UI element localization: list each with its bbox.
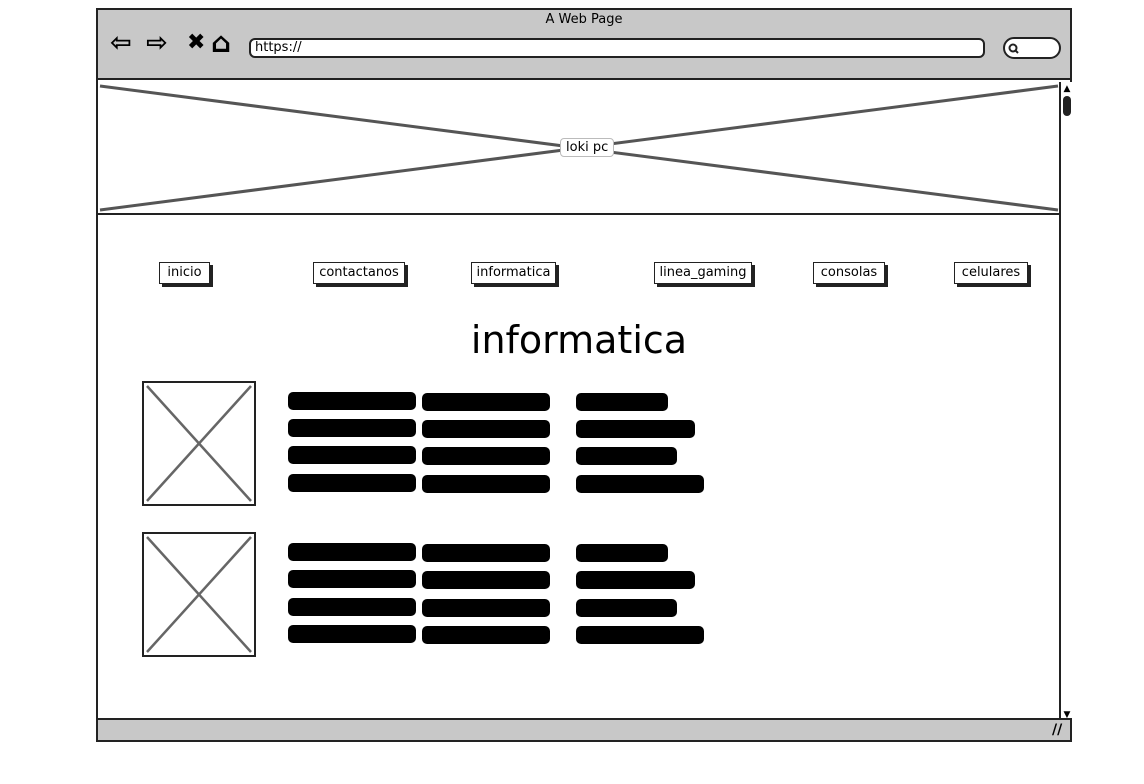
text-line-placeholder [288, 598, 416, 616]
text-line-placeholder [576, 571, 695, 589]
search-button[interactable] [1003, 37, 1061, 59]
text-line-placeholder [288, 474, 416, 492]
text-line-placeholder [288, 446, 416, 464]
menu-button-inicio[interactable]: inicio [159, 262, 210, 284]
product-image-placeholder [142, 381, 256, 506]
status-bar [96, 718, 1072, 742]
text-line-placeholder [576, 393, 668, 411]
menu-button-contactanos[interactable]: contactanos [313, 262, 405, 284]
arrow-left-icon[interactable]: ⇦ [110, 28, 132, 58]
text-line-placeholder [576, 420, 695, 438]
scroll-down-icon[interactable]: ▼ [1063, 710, 1071, 720]
banner-label: loki pc [560, 138, 615, 157]
product-image-placeholder [142, 532, 256, 657]
image-placeholder-icon [146, 385, 252, 502]
scroll-up-icon[interactable]: ▲ [1063, 84, 1071, 94]
text-line-placeholder [422, 626, 550, 644]
text-line-placeholder [422, 599, 550, 617]
text-line-placeholder [288, 625, 416, 643]
text-line-placeholder [422, 447, 550, 465]
text-line-placeholder [576, 626, 704, 644]
page-title: informatica [470, 318, 688, 362]
menu-button-informatica[interactable]: informatica [471, 262, 556, 284]
text-line-placeholder [288, 419, 416, 437]
menu-button-linea-gaming[interactable]: linea_gaming [654, 262, 752, 284]
menu-button-consolas[interactable]: consolas [813, 262, 885, 284]
text-line-placeholder [422, 420, 550, 438]
vertical-scrollbar[interactable] [1059, 82, 1073, 720]
text-line-placeholder [422, 571, 550, 589]
text-line-placeholder [422, 393, 550, 411]
window-title: A Web Page [545, 12, 623, 27]
arrow-right-icon[interactable]: ⇨ [146, 28, 168, 58]
scroll-thumb[interactable] [1063, 96, 1071, 116]
resize-grip-icon[interactable]: // [1052, 722, 1063, 738]
image-placeholder-icon [146, 536, 252, 653]
text-line-placeholder [576, 475, 704, 493]
close-icon[interactable]: ✖ [187, 30, 206, 55]
text-line-placeholder [422, 544, 550, 562]
text-line-placeholder [576, 447, 677, 465]
text-line-placeholder [288, 570, 416, 588]
text-line-placeholder [288, 543, 416, 561]
text-line-placeholder [576, 544, 668, 562]
browser-window [96, 8, 1072, 742]
menu-button-celulares[interactable]: celulares [954, 262, 1028, 284]
text-line-placeholder [422, 475, 550, 493]
search-icon [1008, 43, 1019, 54]
text-line-placeholder [576, 599, 677, 617]
text-line-placeholder [288, 392, 416, 410]
url-input[interactable]: https:// [249, 38, 985, 58]
home-icon[interactable]: ⌂ [211, 26, 232, 59]
